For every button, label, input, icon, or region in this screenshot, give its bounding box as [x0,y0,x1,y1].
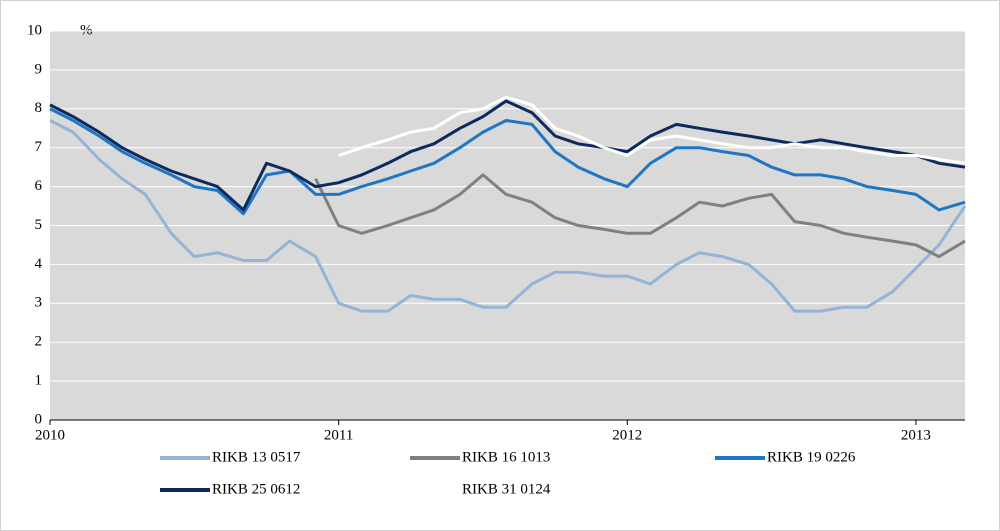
series-line [49,107,966,216]
y-tick-label: 2 [35,334,43,350]
y-tick-label: 7 [35,139,43,155]
x-tick-label: 2012 [612,427,642,443]
legend-label: RIKB 31 0124 [462,481,551,497]
x-tick-label: 2013 [901,427,931,443]
y-tick-label: 0 [35,411,43,427]
series-line [49,99,966,212]
y-tick-label: 5 [35,217,43,233]
y-tick-label: 8 [35,100,43,116]
y-tick-label: 4 [35,256,43,272]
series-line [338,95,966,165]
x-tick-label: 2011 [324,427,353,443]
series-line [49,119,967,313]
legend-label: RIKB 25 0612 [212,481,300,497]
y-tick-label: 9 [35,61,43,77]
y-tick-label: 1 [35,373,43,389]
legend-label: RIKB 16 1013 [462,449,550,465]
y-tick-label: 6 [35,178,43,194]
series-line [314,173,966,259]
legend-label: RIKB 19 0226 [767,449,856,465]
x-tick-label: 2010 [35,427,65,443]
y-tick-label: 10 [27,22,42,38]
y-unit: % [80,22,93,38]
y-tick-label: 3 [35,295,43,311]
legend-label: RIKB 13 0517 [212,449,301,465]
